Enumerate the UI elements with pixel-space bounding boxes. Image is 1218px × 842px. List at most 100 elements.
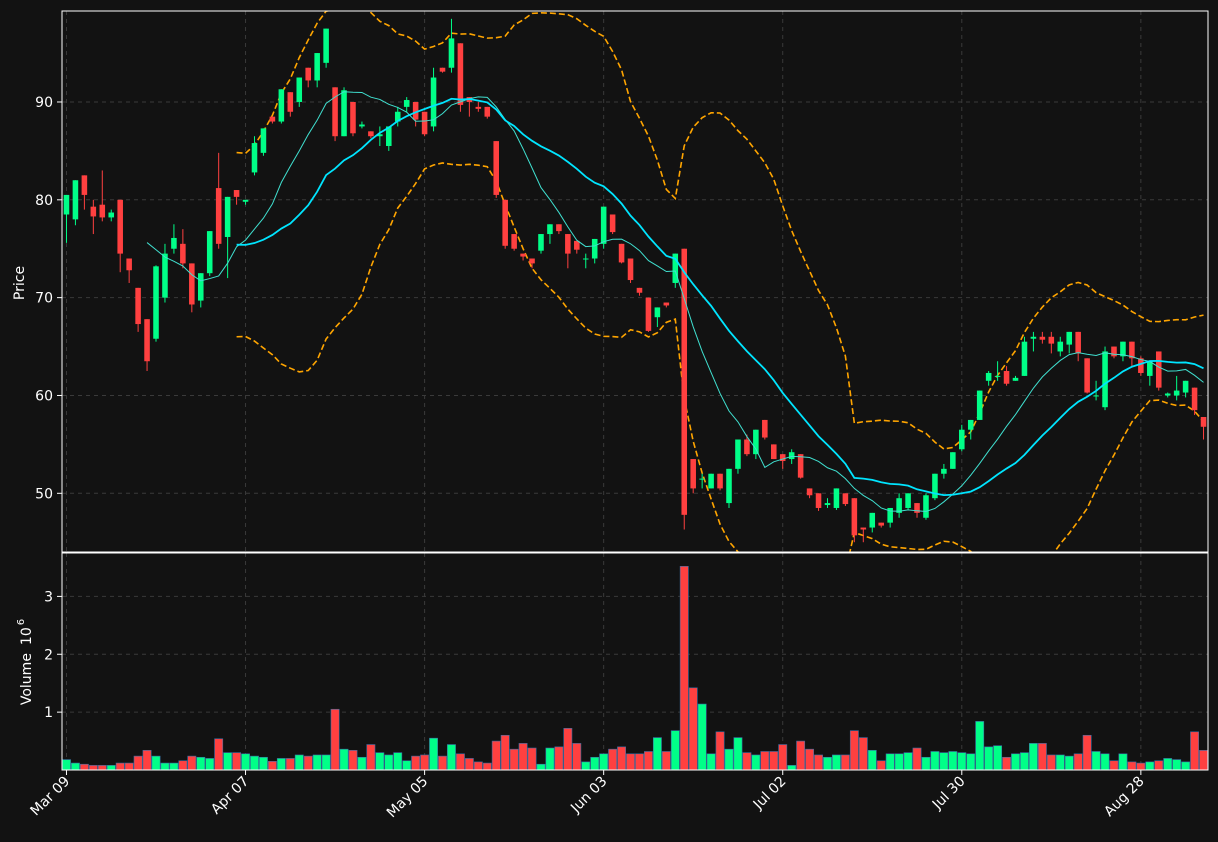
moving-average-long bbox=[236, 97, 1204, 497]
volume-bar bbox=[491, 740, 501, 771]
candle-body bbox=[224, 196, 231, 237]
candle bbox=[1021, 336, 1028, 376]
volume-bar bbox=[885, 753, 895, 771]
candle bbox=[1111, 346, 1117, 359]
volume-bar bbox=[930, 751, 940, 771]
volume-bar bbox=[455, 753, 465, 771]
candle-body bbox=[842, 493, 849, 505]
candle-body bbox=[377, 134, 383, 137]
volume-bar bbox=[688, 687, 698, 771]
candle-body bbox=[547, 224, 553, 235]
volume-bar bbox=[617, 746, 626, 771]
volume-bar bbox=[375, 752, 385, 771]
volume-bar bbox=[62, 759, 71, 771]
volume-bar bbox=[975, 721, 985, 771]
candle-body bbox=[1102, 351, 1108, 408]
candle bbox=[654, 307, 661, 327]
candle-body bbox=[779, 454, 786, 462]
price-panel-frame bbox=[61, 10, 1209, 553]
candle bbox=[699, 473, 705, 489]
candle bbox=[493, 141, 500, 198]
volume-bar bbox=[1002, 756, 1011, 771]
candle-body bbox=[475, 106, 482, 109]
candle-body bbox=[520, 253, 526, 257]
candle-body bbox=[735, 439, 741, 469]
volume-bar bbox=[751, 754, 761, 771]
volume-bar bbox=[420, 754, 430, 771]
candle bbox=[287, 92, 294, 117]
candle bbox=[1030, 331, 1037, 352]
volume-bar bbox=[357, 756, 367, 771]
candle-body bbox=[762, 419, 768, 438]
volume-bar bbox=[993, 745, 1003, 771]
candle bbox=[206, 231, 213, 277]
candle-body bbox=[341, 90, 347, 137]
candle-body bbox=[618, 243, 625, 263]
candle bbox=[520, 253, 526, 261]
candle bbox=[511, 234, 517, 251]
volume-bar bbox=[626, 753, 635, 771]
volume-bar bbox=[366, 744, 376, 771]
candle-body bbox=[627, 258, 634, 281]
candle-body bbox=[851, 498, 858, 536]
candle bbox=[690, 459, 696, 494]
volume-bar bbox=[482, 762, 492, 771]
candle bbox=[269, 116, 276, 124]
volume-bar bbox=[581, 761, 591, 771]
candle-body bbox=[99, 204, 106, 218]
candle bbox=[565, 234, 571, 269]
volume-axis-label: Volume 10 6 bbox=[16, 619, 35, 705]
volume-bar bbox=[733, 737, 743, 771]
candle-body bbox=[860, 527, 867, 530]
candle bbox=[645, 297, 652, 332]
candle-body bbox=[600, 206, 607, 244]
candle bbox=[99, 170, 106, 222]
volume-bar bbox=[97, 765, 107, 771]
volume-bar bbox=[509, 748, 519, 771]
volume-bar bbox=[832, 754, 841, 771]
volume-bar bbox=[840, 754, 850, 771]
volume-bar bbox=[563, 728, 573, 771]
candle bbox=[779, 454, 786, 469]
candle bbox=[1057, 336, 1064, 357]
candle bbox=[1003, 366, 1010, 386]
candle bbox=[1048, 331, 1055, 354]
volume-bar bbox=[429, 737, 438, 771]
candle bbox=[1155, 351, 1162, 391]
candle-body bbox=[950, 452, 956, 469]
volume-tick-label: 1 bbox=[44, 705, 53, 721]
candle bbox=[1102, 346, 1108, 411]
volume-bar bbox=[178, 760, 188, 771]
volume-bar bbox=[133, 755, 143, 771]
bollinger-lower-band bbox=[236, 162, 1205, 552]
candle-body bbox=[959, 429, 965, 450]
candle bbox=[189, 263, 195, 313]
volume-bar bbox=[232, 752, 242, 771]
volume-bar bbox=[545, 747, 555, 771]
candle bbox=[278, 89, 285, 124]
candle bbox=[1012, 375, 1019, 381]
candle-body bbox=[323, 28, 329, 63]
volume-bar bbox=[778, 744, 788, 771]
candle bbox=[72, 180, 79, 226]
candle bbox=[412, 101, 419, 127]
volume-bar bbox=[115, 762, 125, 771]
candle-body bbox=[914, 503, 920, 513]
candle-body bbox=[511, 234, 517, 249]
candle bbox=[403, 97, 410, 112]
volume-bar bbox=[849, 730, 859, 771]
candle-body bbox=[484, 106, 491, 117]
volume-bar bbox=[339, 748, 349, 771]
candle bbox=[1191, 387, 1198, 416]
candle-body bbox=[144, 319, 150, 362]
volume-bar bbox=[303, 755, 313, 771]
candle-body bbox=[923, 495, 929, 518]
volume-axis-label-text: Volume bbox=[19, 653, 35, 705]
candle-body bbox=[1173, 390, 1180, 396]
volume-bar bbox=[1055, 754, 1065, 771]
candle-body bbox=[681, 248, 688, 515]
volume-bar bbox=[1127, 761, 1137, 771]
volume-bar bbox=[1136, 762, 1146, 771]
volume-bar bbox=[715, 731, 725, 771]
